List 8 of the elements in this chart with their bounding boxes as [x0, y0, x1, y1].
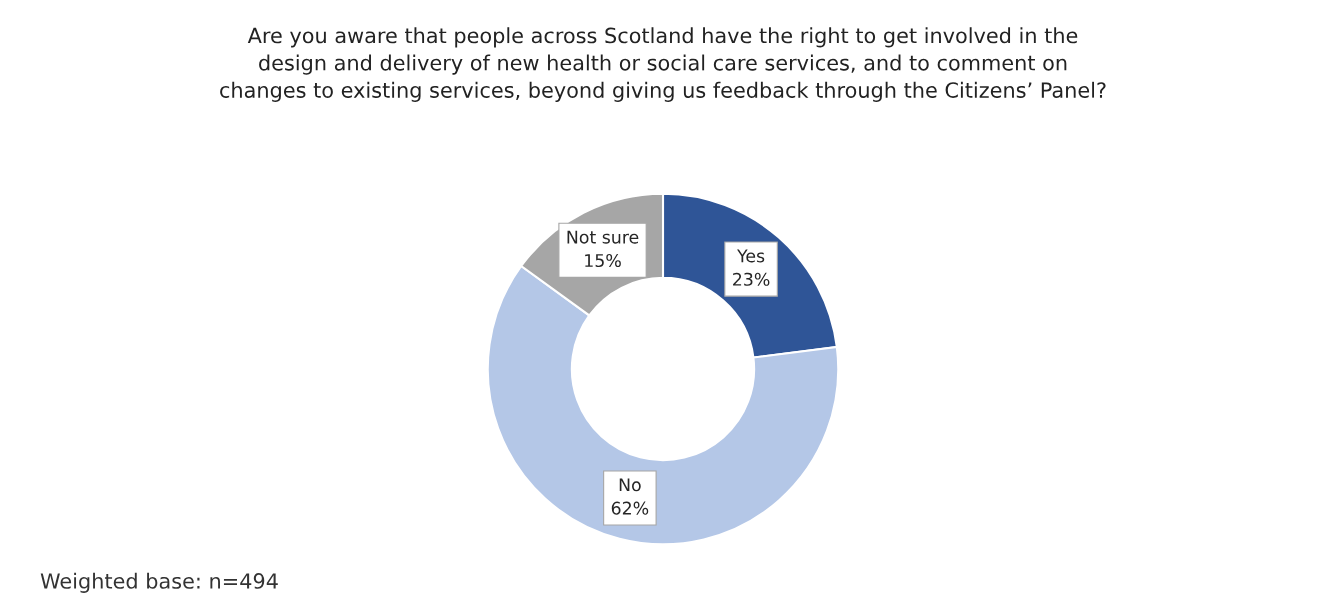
data-label: 23%: [733, 272, 770, 286]
slice-label: Not sure: [567, 230, 639, 244]
data-label: 62%: [611, 501, 649, 515]
slice-label: Yes: [737, 249, 765, 263]
slice-label: No: [619, 478, 641, 492]
chart-title: Are you aware that people across Scotland have the right to get involved in the design and delivery of new health or social care services, and to comment on changes to existing services, beyond giving us feedback through the Citizens’ Panel?: [220, 27, 1106, 102]
text: Weighted base: n=494: [40, 572, 278, 593]
data-label: 15%: [585, 253, 621, 268]
